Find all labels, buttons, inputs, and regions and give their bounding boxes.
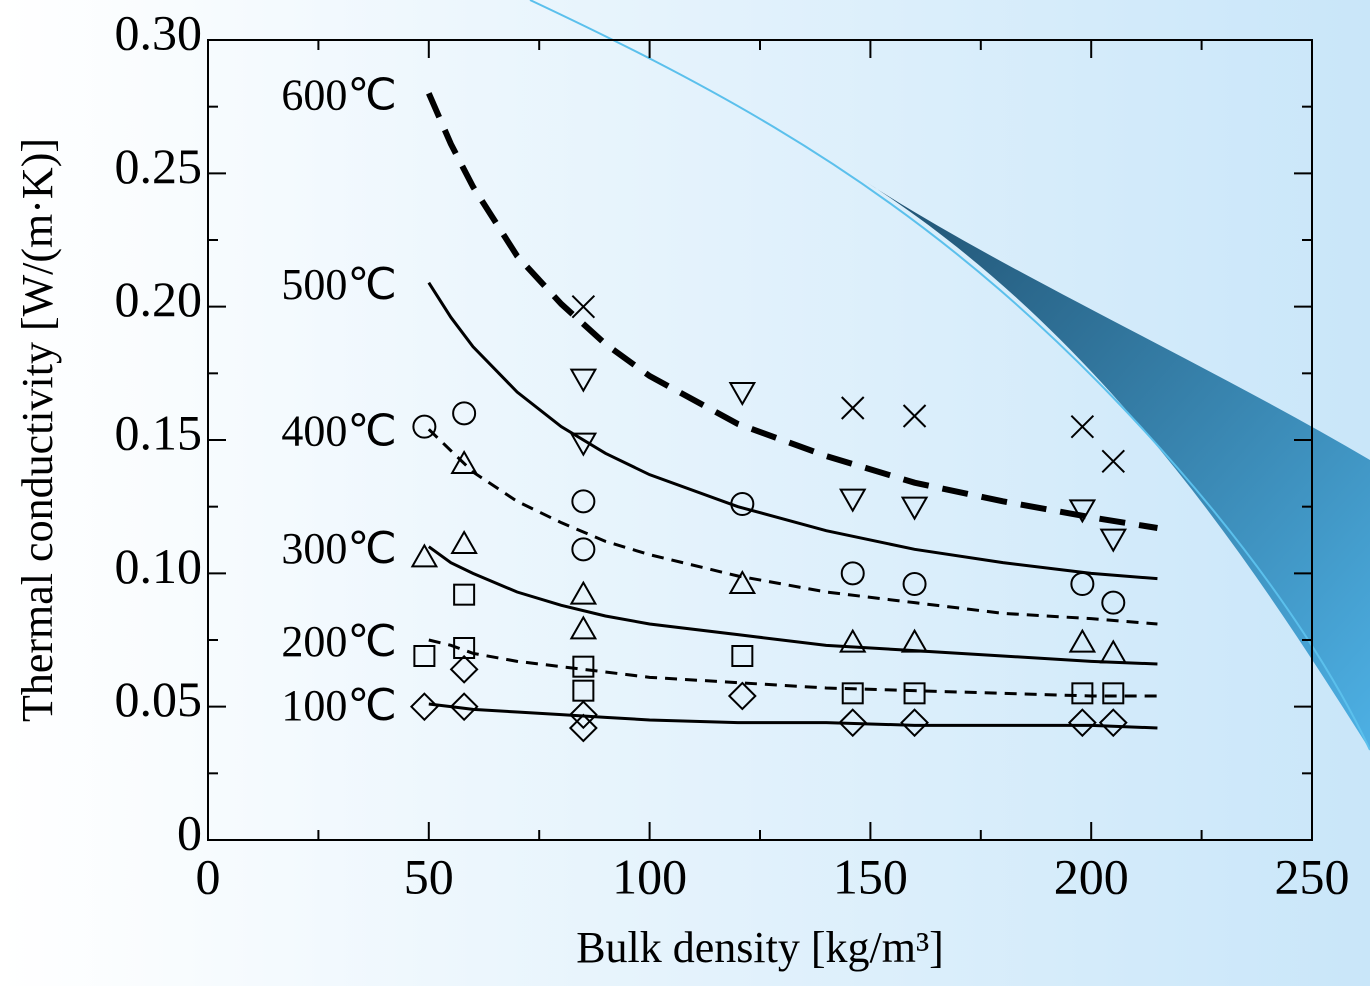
data-point bbox=[840, 561, 865, 586]
data-point bbox=[841, 682, 864, 705]
fit-curve bbox=[426, 92, 1158, 531]
data-point bbox=[410, 543, 439, 568]
x-tick-label: 200 bbox=[1054, 848, 1129, 904]
data-point bbox=[453, 637, 476, 659]
data-point bbox=[1099, 528, 1128, 553]
data-point bbox=[839, 628, 867, 653]
data-point bbox=[839, 488, 867, 513]
x-tick-label: 250 bbox=[1275, 848, 1350, 904]
data-point bbox=[571, 294, 596, 319]
data-point bbox=[838, 708, 868, 738]
data-point bbox=[1102, 682, 1125, 705]
data-point bbox=[903, 682, 926, 705]
data-point bbox=[569, 615, 598, 640]
data-point bbox=[449, 654, 479, 684]
data-point bbox=[449, 692, 479, 722]
data-point bbox=[1101, 590, 1126, 615]
data-point bbox=[450, 529, 478, 554]
data-point bbox=[450, 449, 478, 474]
curve-label: 500℃ bbox=[281, 260, 396, 309]
data-point bbox=[900, 496, 929, 521]
curve-label: 400℃ bbox=[281, 406, 396, 455]
curve-label: 200℃ bbox=[281, 617, 396, 666]
x-axis-label: Bulk density [kg/m³] bbox=[576, 923, 944, 972]
decor-band bbox=[860, 178, 1370, 750]
data-point bbox=[568, 700, 598, 730]
data-point bbox=[413, 645, 436, 667]
data-point bbox=[1101, 449, 1125, 474]
x-tick-label: 0 bbox=[196, 848, 221, 904]
data-point bbox=[409, 692, 439, 722]
fit-curve bbox=[427, 545, 1158, 666]
fit-curve bbox=[428, 638, 1158, 698]
y-tick-label: 0.30 bbox=[115, 4, 203, 60]
fit-curve bbox=[427, 281, 1158, 581]
data-point bbox=[571, 537, 596, 562]
data-point bbox=[572, 655, 595, 678]
fit-curve bbox=[428, 702, 1158, 730]
data-point bbox=[1071, 682, 1094, 705]
x-tick-label: 50 bbox=[404, 848, 454, 904]
data-point bbox=[902, 404, 927, 428]
data-point bbox=[1070, 572, 1095, 596]
data-point bbox=[1070, 414, 1095, 439]
data-point bbox=[1068, 499, 1097, 524]
x-tick-label: 150 bbox=[833, 848, 908, 904]
y-tick-label: 0.15 bbox=[115, 404, 203, 460]
data-point bbox=[568, 713, 598, 743]
data-point bbox=[902, 572, 927, 596]
data-point bbox=[841, 396, 865, 420]
curve-label: 600℃ bbox=[281, 70, 396, 119]
data-point bbox=[571, 489, 596, 514]
y-tick-label: 0 bbox=[177, 804, 202, 860]
data-point bbox=[569, 368, 598, 393]
y-tick-label: 0.05 bbox=[115, 671, 203, 727]
data-point bbox=[900, 708, 929, 738]
y-axis-label: Thermal conductivity [W/(m·K)] bbox=[13, 138, 62, 722]
curve-label: 300℃ bbox=[281, 524, 396, 573]
data-point bbox=[1068, 628, 1097, 653]
x-tick-label: 100 bbox=[612, 848, 687, 904]
data-point bbox=[453, 583, 476, 606]
data-point bbox=[1098, 708, 1128, 738]
data-point bbox=[730, 492, 755, 516]
data-point bbox=[452, 401, 477, 426]
data-point bbox=[1067, 708, 1097, 738]
data-point bbox=[728, 382, 757, 407]
y-tick-label: 0.25 bbox=[115, 138, 203, 194]
data-point bbox=[727, 681, 757, 711]
data-point bbox=[569, 432, 598, 457]
data-point bbox=[900, 628, 929, 653]
data-point bbox=[731, 645, 754, 667]
decor-line bbox=[529, 0, 1370, 751]
y-tick-label: 0.20 bbox=[115, 271, 203, 327]
data-point bbox=[569, 580, 598, 605]
data-point bbox=[1099, 639, 1128, 664]
y-tick-label: 0.10 bbox=[115, 538, 203, 594]
curve-label: 100℃ bbox=[281, 681, 396, 730]
data-point bbox=[412, 414, 437, 439]
data-point bbox=[728, 569, 757, 594]
